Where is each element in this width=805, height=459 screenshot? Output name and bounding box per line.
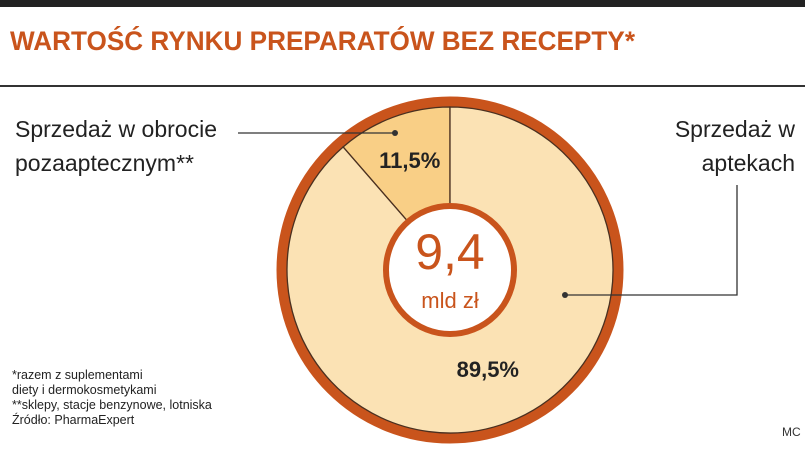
center-circle xyxy=(383,203,517,337)
category-label: Sprzedaż w aptekach xyxy=(674,116,795,176)
leader-dot xyxy=(392,130,398,136)
category-label: Sprzedaż w obrocie pozaaptecznym** xyxy=(15,116,217,176)
footnotes: *razem z suplementami diety i dermokosmet… xyxy=(12,368,212,428)
value-label: 89,5% xyxy=(457,357,519,382)
leader-dot xyxy=(562,292,568,298)
footnote: **sklepy, stacje benzynowe, lotniska xyxy=(12,398,212,412)
footnote: diety i dermokosmetykami xyxy=(12,383,157,397)
top-bar xyxy=(0,0,805,7)
ring-border xyxy=(276,96,624,444)
credit: MC xyxy=(782,425,801,439)
footnote: *razem z suplementami xyxy=(12,368,143,382)
center-unit: mld zł xyxy=(421,288,479,313)
chart-title: WARTOŚĆ RYNKU PREPARATÓW BEZ RECEPTY* xyxy=(10,25,635,56)
footnote: Źródło: PharmaExpert xyxy=(12,413,135,427)
center-value: 9,4 xyxy=(415,224,485,280)
value-label: 11,5% xyxy=(379,148,440,173)
leader-line xyxy=(565,185,738,296)
